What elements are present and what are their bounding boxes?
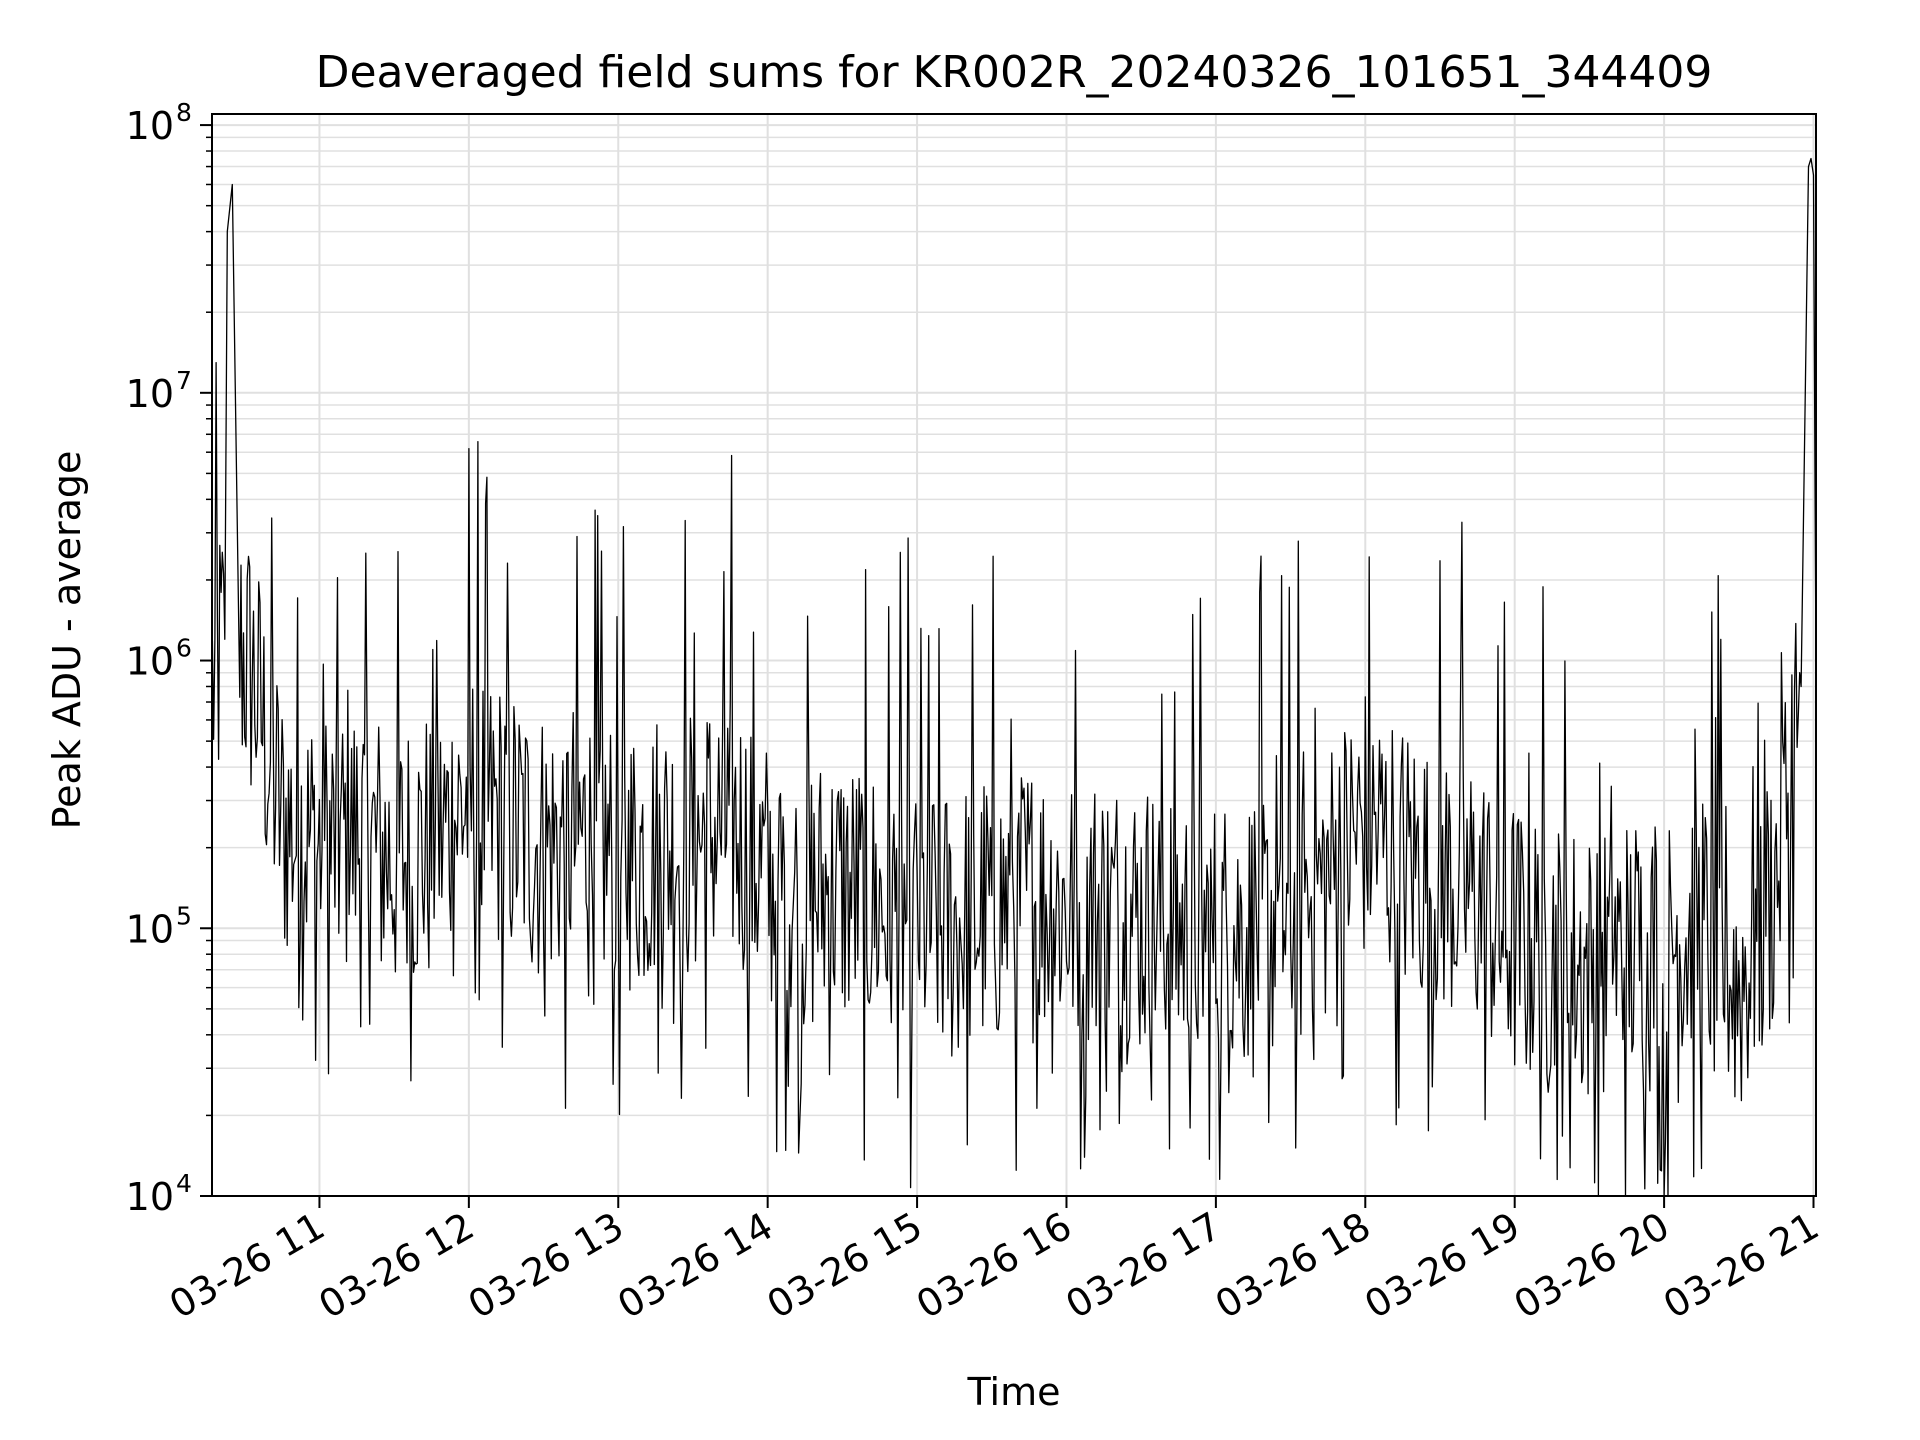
- y-axis-label: Peak ADU - average: [45, 451, 89, 830]
- y-tick-exponent: 5: [176, 901, 192, 930]
- plot-frame: [211, 113, 1817, 1197]
- plot-area: [211, 157, 1817, 1197]
- y-tick-exponent: 8: [176, 98, 192, 127]
- y-tick-label: 10: [126, 907, 174, 951]
- y-tick-exponent: 4: [176, 1169, 192, 1198]
- x-axis-label: Time: [967, 1370, 1061, 1414]
- y-tick-label: 10: [126, 104, 174, 148]
- y-tick-label: 10: [126, 372, 174, 416]
- y-tick-exponent: 7: [176, 366, 192, 395]
- y-tick-exponent: 6: [176, 634, 192, 663]
- chart-title: Deaveraged field sums for KR002R_2024032…: [316, 47, 1713, 98]
- y-tick-label: 10: [126, 640, 174, 684]
- y-tick-label: 10: [126, 1175, 174, 1219]
- series-line: [211, 157, 1817, 1197]
